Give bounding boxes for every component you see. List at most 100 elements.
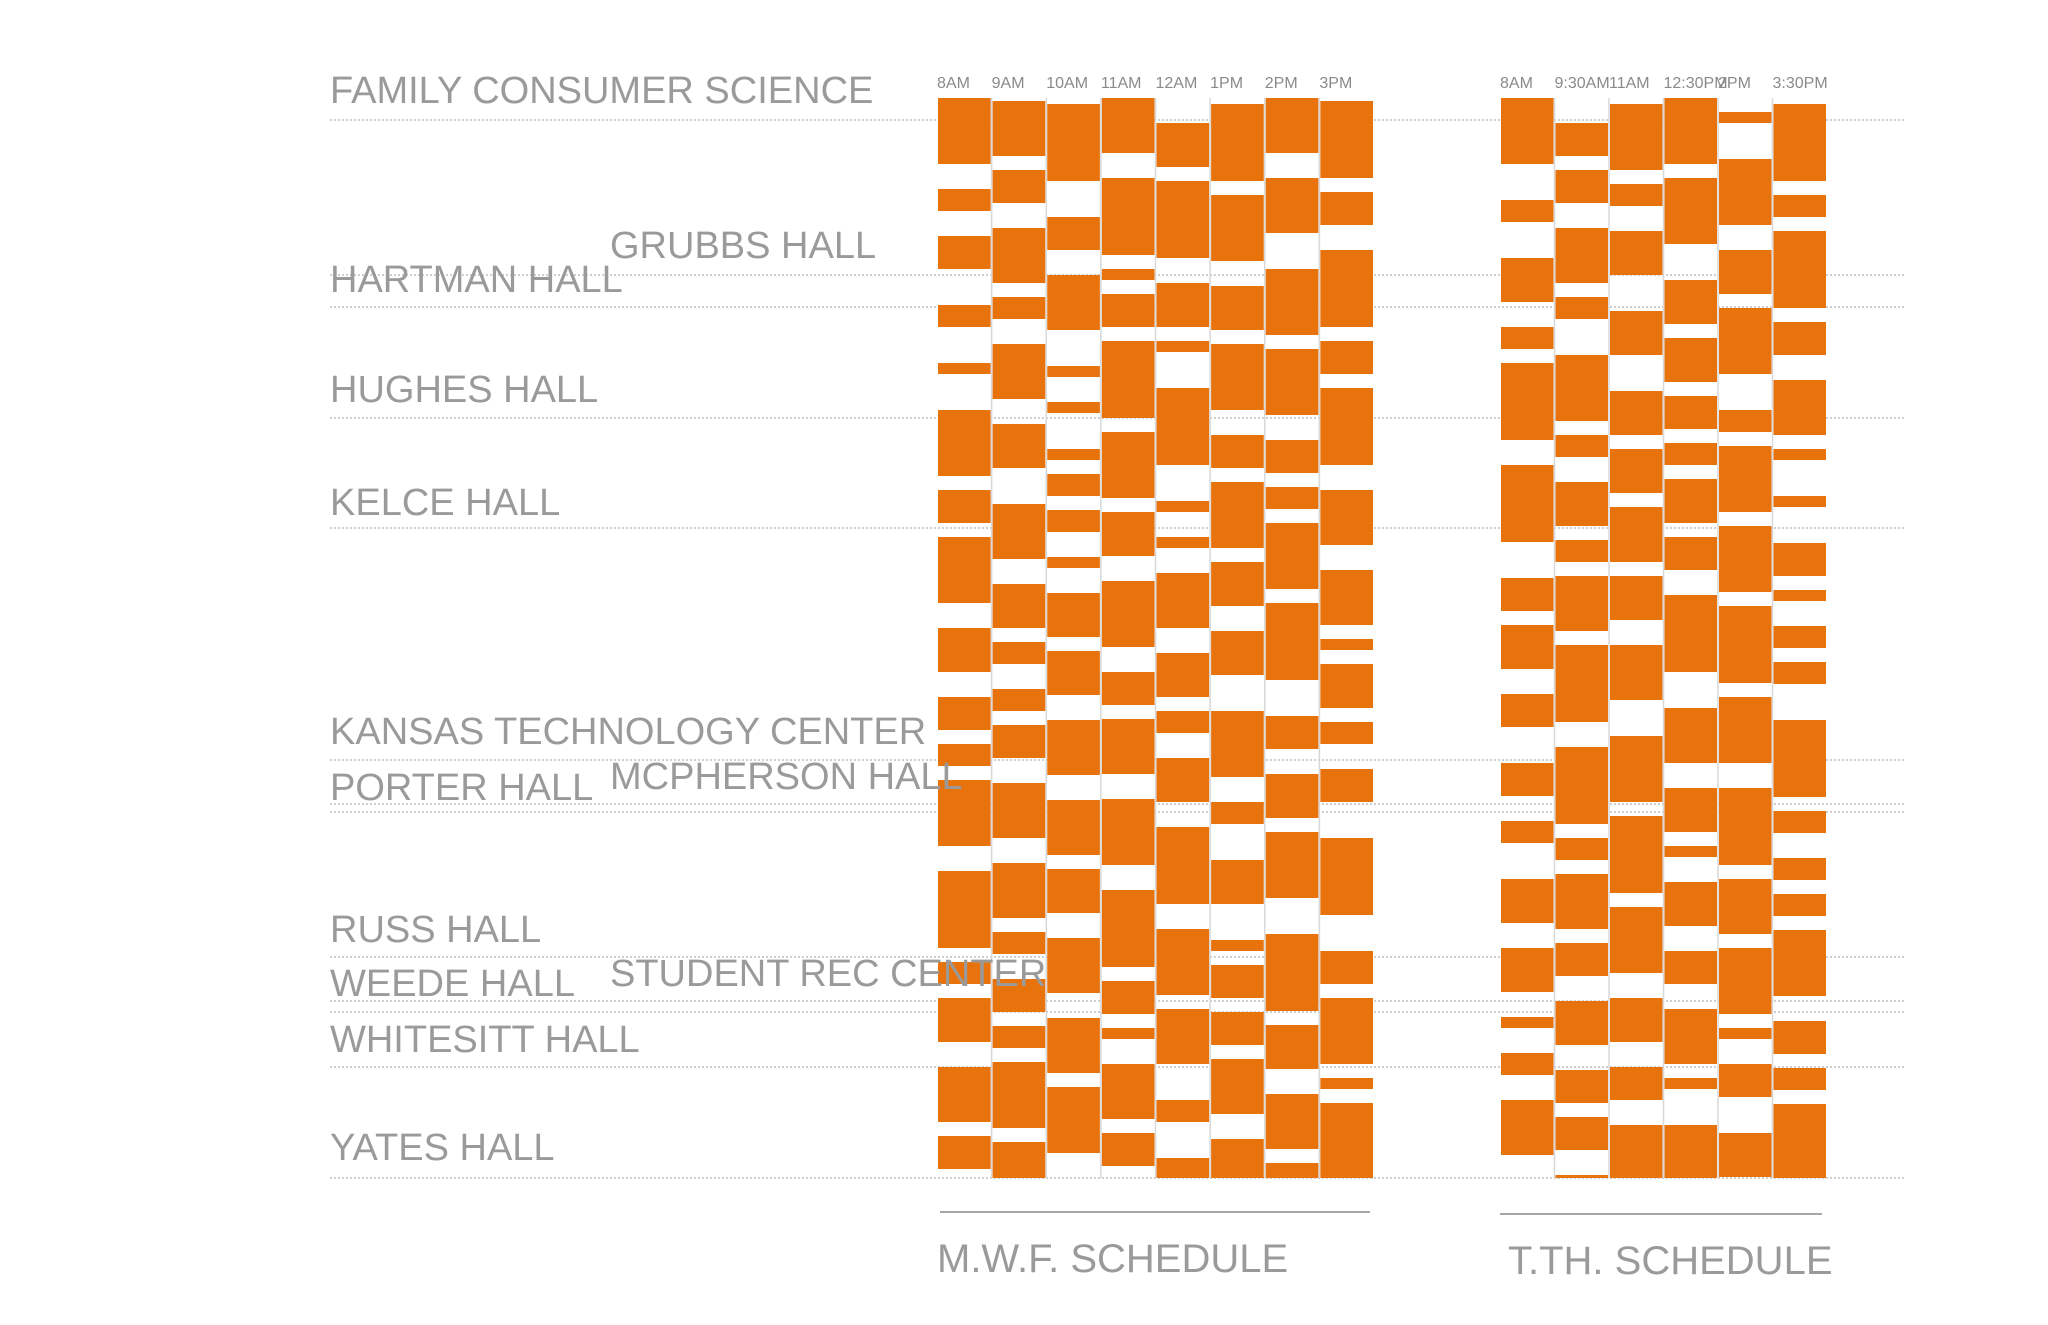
occupancy-cell	[1101, 719, 1155, 774]
occupancy-cell	[1719, 1064, 1772, 1097]
building-labels: FAMILY CONSUMER SCIENCE GRUBBS HALLHARTMA…	[330, 70, 1046, 1169]
occupancy-cell	[1555, 576, 1608, 631]
occupancy-cell	[1501, 1017, 1554, 1028]
occupancy-cell	[938, 363, 991, 374]
occupancy-cell	[1211, 435, 1264, 468]
occupancy-cell	[1555, 838, 1608, 860]
schedule-label: M.W.F. SCHEDULE	[937, 1237, 1288, 1281]
occupancy-cell	[1555, 355, 1608, 421]
occupancy-cell	[1719, 526, 1772, 592]
building-label: KELCE HALL	[330, 482, 560, 524]
occupancy-cell	[1320, 1078, 1373, 1089]
occupancy-cell	[1320, 722, 1373, 744]
occupancy-cell	[1773, 104, 1826, 181]
schedule-label: T.TH. SCHEDULE	[1508, 1239, 1833, 1283]
occupancy-cell	[1211, 860, 1264, 904]
occupancy-cell	[1156, 1009, 1210, 1064]
occupancy-cell	[1156, 929, 1210, 995]
occupancy-cell	[1610, 576, 1663, 620]
occupancy-cell	[1610, 104, 1663, 170]
occupancy-cell	[1501, 258, 1554, 302]
occupancy-cell	[1101, 1028, 1155, 1039]
occupancy-cell	[1555, 297, 1608, 319]
occupancy-cell	[1320, 101, 1373, 178]
occupancy-cell	[1211, 104, 1264, 181]
occupancy-cell	[1320, 951, 1373, 984]
occupancy-cell	[1047, 449, 1100, 460]
occupancy-cell	[1555, 540, 1608, 562]
occupancy-cell	[1719, 879, 1772, 934]
building-label: WEEDE HALL	[330, 963, 575, 1005]
occupancy-cell	[938, 871, 991, 948]
occupancy-cell	[938, 490, 991, 523]
occupancy-cell	[938, 697, 991, 730]
building-label: FAMILY CONSUMER SCIENCE	[330, 70, 873, 112]
occupancy-cell	[1719, 308, 1772, 374]
occupancy-cell	[1211, 286, 1264, 330]
occupancy-cell	[1501, 1100, 1554, 1155]
occupancy-cell	[938, 305, 991, 327]
occupancy-cell	[1664, 396, 1717, 429]
occupancy-cell	[992, 1062, 1046, 1128]
occupancy-cell	[992, 228, 1046, 283]
occupancy-cell	[1101, 178, 1155, 255]
occupancy-cell	[1664, 280, 1717, 324]
schedule-labels: M.W.F. SCHEDULE T.TH. SCHEDULE	[937, 1211, 1833, 1283]
occupancy-cell	[1211, 1139, 1264, 1178]
occupancy-cell	[1156, 711, 1210, 733]
building-label: YATES HALL	[330, 1127, 555, 1169]
occupancy-cell	[1156, 341, 1210, 352]
occupancy-cell	[992, 783, 1046, 838]
occupancy-cell	[1047, 557, 1100, 568]
time-tick-label: 3:30PM	[1773, 75, 1828, 92]
occupancy-cell	[1501, 578, 1554, 611]
occupancy-cell	[1156, 1158, 1210, 1178]
occupancy-cell	[1501, 363, 1554, 440]
occupancy-cell	[1156, 827, 1210, 904]
occupancy-cell	[1719, 788, 1772, 865]
occupancy-cell	[1501, 465, 1554, 542]
occupancy-cell	[1211, 1012, 1264, 1045]
occupancy-cell	[1101, 512, 1155, 556]
occupancy-cell	[992, 344, 1046, 399]
time-tick-label: 11AM	[1101, 75, 1142, 92]
occupancy-cell	[1773, 231, 1826, 308]
occupancy-cell	[1501, 879, 1554, 923]
occupancy-cell	[992, 504, 1046, 559]
occupancy-cell	[1773, 720, 1826, 797]
occupancy-cell	[1320, 388, 1373, 465]
occupancy-cell	[1265, 934, 1319, 1011]
occupancy-cell	[1773, 626, 1826, 648]
occupancy-cell	[1555, 874, 1608, 929]
occupancy-cell	[1320, 664, 1373, 708]
occupancy-cell	[1664, 479, 1717, 523]
occupancy-cell	[992, 642, 1046, 664]
time-tick-label: 2PM	[1265, 75, 1298, 92]
occupancy-cell	[1773, 322, 1826, 355]
occupancy-cell	[1501, 694, 1554, 727]
occupancy-cell	[1773, 894, 1826, 916]
occupancy-cell	[1211, 711, 1264, 777]
occupancy-cell	[1555, 1175, 1608, 1178]
occupancy-cell	[1773, 1068, 1826, 1090]
occupancy-cell	[1773, 449, 1826, 460]
occupancy-cell	[1610, 449, 1663, 493]
occupancy-cell	[1719, 446, 1772, 512]
time-tick-label: 2PM	[1718, 75, 1751, 92]
occupancy-cell	[1320, 192, 1373, 225]
occupancy-cell	[1265, 178, 1319, 233]
building-label: PORTER HALL	[330, 767, 593, 809]
occupancy-cell	[1156, 501, 1210, 512]
occupancy-cell	[1047, 800, 1100, 855]
occupancy-cell	[1610, 998, 1663, 1042]
occupancy-cell	[1320, 769, 1373, 802]
building-label: RUSS HALL	[330, 909, 541, 951]
occupancy-cell	[992, 584, 1046, 628]
occupancy-cell	[1664, 882, 1717, 926]
occupancy-cell	[1047, 402, 1100, 413]
occupancy-cell	[992, 932, 1046, 954]
occupancy-cell	[1101, 890, 1155, 967]
occupancy-cell	[1265, 523, 1319, 589]
occupancy-cell	[1047, 869, 1100, 913]
occupancy-cell	[1320, 998, 1373, 1064]
